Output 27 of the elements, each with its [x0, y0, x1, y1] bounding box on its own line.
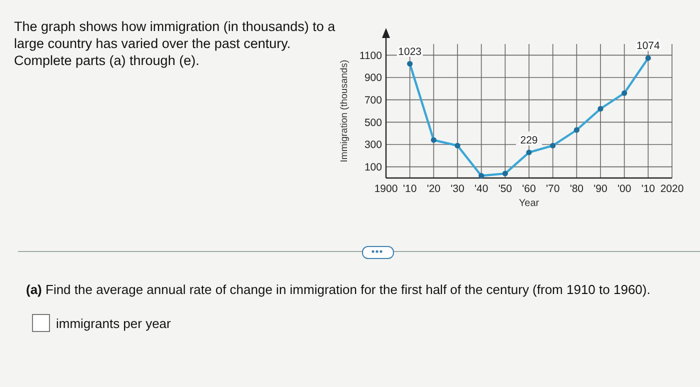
text: (a) Find the average annual rate of change in immigration for the first half of the century (from 1910 to 1960). — [26, 282, 650, 297]
y-tick-label: 700 — [364, 94, 382, 107]
x-tick-label: '40 — [474, 183, 488, 195]
x-tick-label: '10 — [402, 183, 417, 195]
x-tick-label: '30 — [450, 183, 464, 195]
y-tick-label: 500 — [364, 116, 382, 129]
x-tick-label: '00 — [617, 183, 632, 195]
x-tick-label: '20 — [426, 183, 441, 195]
y-tick-label: 1100 — [359, 50, 382, 62]
y-tick-label: 300 — [364, 139, 382, 152]
data-label: 1023 — [398, 46, 422, 58]
x-axis-title: Year — [518, 198, 540, 209]
x-tick-label: '10 — [641, 183, 656, 195]
x-tick-label: '80 — [570, 183, 584, 195]
data-label: 229 — [520, 134, 538, 146]
y-tick-label: 900 — [364, 72, 382, 84]
y-axis-title: Immigration (thousands) — [339, 60, 350, 162]
y-tick-label: 100 — [364, 162, 382, 174]
x-tick-label: 1900 — [374, 183, 398, 195]
x-tick-label: '50 — [498, 183, 512, 195]
x-tick-label: '70 — [546, 183, 560, 195]
text: immigrants per year — [56, 316, 171, 330]
x-tick-label: '60 — [522, 183, 536, 195]
data-label: 1074 — [636, 40, 660, 52]
x-tick-label: '90 — [594, 183, 608, 195]
x-tick-label: 2020 — [660, 183, 684, 195]
text: The graph shows how immigration (in thousands) to a large country has varied over the past century. Complete parts (a) through (e). — [14, 19, 336, 68]
